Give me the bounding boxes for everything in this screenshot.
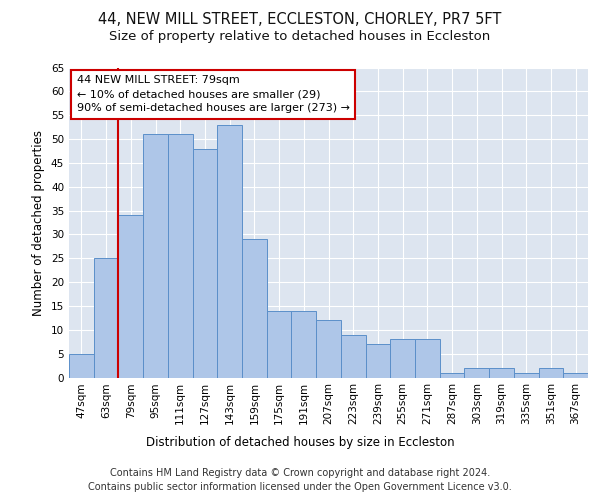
Bar — [563, 372, 588, 378]
Bar — [365, 344, 390, 378]
Bar — [94, 258, 118, 378]
Text: Size of property relative to detached houses in Eccleston: Size of property relative to detached ho… — [109, 30, 491, 43]
Bar — [415, 340, 440, 378]
Bar — [390, 340, 415, 378]
Bar — [118, 216, 143, 378]
Bar — [168, 134, 193, 378]
Text: Contains public sector information licensed under the Open Government Licence v3: Contains public sector information licen… — [88, 482, 512, 492]
Bar — [316, 320, 341, 378]
Bar — [193, 148, 217, 378]
Text: Contains HM Land Registry data © Crown copyright and database right 2024.: Contains HM Land Registry data © Crown c… — [110, 468, 490, 477]
Text: 44 NEW MILL STREET: 79sqm
← 10% of detached houses are smaller (29)
90% of semi-: 44 NEW MILL STREET: 79sqm ← 10% of detac… — [77, 75, 350, 114]
Text: 44, NEW MILL STREET, ECCLESTON, CHORLEY, PR7 5FT: 44, NEW MILL STREET, ECCLESTON, CHORLEY,… — [98, 12, 502, 28]
Y-axis label: Number of detached properties: Number of detached properties — [32, 130, 46, 316]
Bar — [143, 134, 168, 378]
Bar — [69, 354, 94, 378]
Bar — [489, 368, 514, 378]
Bar — [217, 124, 242, 378]
Bar — [292, 310, 316, 378]
Text: Distribution of detached houses by size in Eccleston: Distribution of detached houses by size … — [146, 436, 454, 449]
Bar — [539, 368, 563, 378]
Bar — [341, 334, 365, 378]
Bar — [464, 368, 489, 378]
Bar — [267, 310, 292, 378]
Bar — [440, 372, 464, 378]
Bar — [514, 372, 539, 378]
Bar — [242, 239, 267, 378]
